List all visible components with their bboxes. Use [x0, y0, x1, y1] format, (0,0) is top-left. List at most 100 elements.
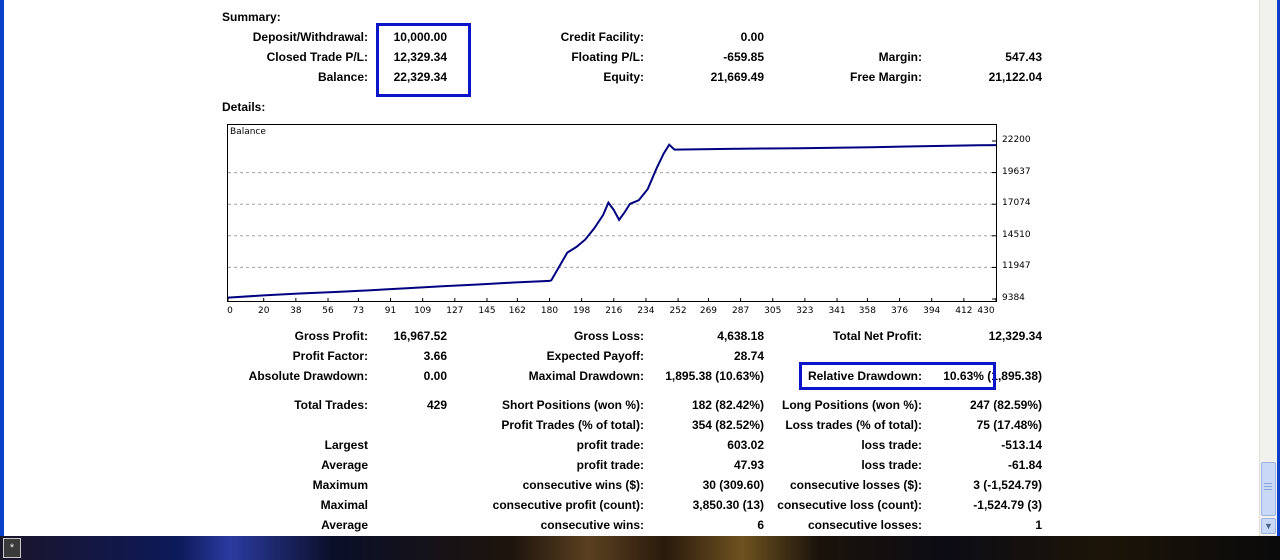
- chart-xtick-label: 20: [257, 306, 270, 316]
- chart-xtick-label: 180: [540, 306, 559, 316]
- chart-xtick-label: 0: [227, 306, 233, 316]
- window-frame-right: [1277, 0, 1280, 536]
- chart-ytick-label: 19637: [1002, 166, 1031, 177]
- chart-xtick-label: 216: [605, 306, 623, 316]
- avg-cons-losses-value: 1: [1035, 518, 1042, 532]
- highlight-box-relative-drawdown: [799, 362, 996, 390]
- largest-loss-label: loss trade:: [861, 438, 922, 452]
- balance-chart-svg: [228, 140, 996, 301]
- free-margin-value: 21,122.04: [988, 70, 1042, 84]
- taskbar-button[interactable]: *: [3, 538, 21, 558]
- details-heading: Details:: [222, 100, 266, 114]
- credit-facility-value: 0.00: [740, 30, 764, 44]
- chart-xtick-label: 198: [573, 306, 591, 316]
- floating-pl-value: -659.85: [723, 50, 764, 64]
- scrollbar-grip-line: [1264, 483, 1272, 484]
- profit-factor-label: Profit Factor:: [292, 349, 368, 363]
- maximum-label: Maximum: [312, 478, 368, 492]
- maximal-cons-loss-value: -1,524.79 (3): [973, 498, 1042, 512]
- max-cons-wins-label: consecutive wins ($):: [522, 478, 644, 492]
- gross-profit-label: Gross Profit:: [294, 329, 368, 343]
- scroll-down-arrow-icon[interactable]: ▼: [1261, 518, 1276, 534]
- balance-value: 22,329.34: [393, 70, 447, 84]
- chart-xtick-label: 162: [508, 306, 526, 316]
- window-frame-left: [0, 0, 4, 536]
- closed-pl-value: 12,329.34: [393, 50, 447, 64]
- taskbar-wallpaper: [0, 536, 1280, 560]
- maximal-cons-profit-value: 3,850.30 (13): [692, 498, 764, 512]
- chart-xtick-label: 394: [923, 306, 941, 316]
- gross-loss-label: Gross Loss:: [573, 329, 644, 343]
- margin-label: Margin:: [878, 50, 922, 64]
- maximal-drawdown-value: 1,895.38 (10.63%): [665, 369, 764, 383]
- expected-payoff-value: 28.74: [733, 349, 764, 363]
- short-positions-value: 182 (82.42%): [691, 398, 764, 412]
- max-cons-losses-value: 3 (-1,524.79): [973, 478, 1042, 492]
- maximal-cons-profit-label: consecutive profit (count):: [492, 498, 644, 512]
- average-profit-label: profit trade:: [576, 458, 644, 472]
- chart-xtick-label: 323: [796, 306, 814, 316]
- long-positions-label: Long Positions (won %):: [782, 398, 922, 412]
- chart-xtick-label: 305: [764, 306, 782, 316]
- free-margin-label: Free Margin:: [849, 70, 922, 84]
- balance-label: Balance:: [317, 70, 368, 84]
- chart-ytick-label: 11947: [1002, 261, 1031, 272]
- maximal-cons-loss-label: consecutive loss (count):: [777, 498, 922, 512]
- avg-cons-wins-value: 6: [757, 518, 764, 532]
- short-positions-label: Short Positions (won %):: [502, 398, 644, 412]
- maximal-drawdown-label: Maximal Drawdown:: [528, 369, 644, 383]
- loss-trades-label: Loss trades (% of total):: [785, 418, 922, 432]
- chart-xtick-label: 38: [290, 306, 302, 316]
- profit-trades-value: 354 (82.52%): [691, 418, 764, 432]
- equity-value: 21,669.49: [710, 70, 764, 84]
- summary-heading: Summary:: [222, 10, 281, 24]
- chart-xtick-label: 341: [828, 306, 846, 316]
- average-consecutive-label: Average: [321, 518, 368, 532]
- chart-xtick-label: 269: [699, 306, 718, 316]
- chart-ytick-label: 17074: [1002, 198, 1031, 209]
- relative-drawdown-label: Relative Drawdown:: [807, 369, 922, 383]
- total-net-profit-value: 12,329.34: [988, 329, 1042, 343]
- chart-xtick-label: 234: [637, 306, 655, 316]
- chart-xtick-label: 376: [890, 306, 909, 316]
- chart-xtick-label: 91: [384, 306, 397, 316]
- absolute-drawdown-value: 0.00: [423, 369, 447, 383]
- chart-xtick-label: 430: [977, 306, 995, 316]
- chart-ytick-label: 9384: [1002, 293, 1025, 303]
- avg-cons-losses-label: consecutive losses:: [807, 518, 922, 532]
- margin-value: 547.43: [1005, 50, 1042, 64]
- largest-label: Largest: [324, 438, 368, 452]
- largest-profit-label: profit trade:: [576, 438, 644, 452]
- profit-factor-value: 3.66: [423, 349, 447, 363]
- max-cons-losses-label: consecutive losses ($):: [789, 478, 922, 492]
- closed-pl-label: Closed Trade P/L:: [266, 50, 368, 64]
- total-trades-value: 429: [426, 398, 447, 412]
- expected-payoff-label: Expected Payoff:: [546, 349, 644, 363]
- relative-drawdown-value: 10.63% (1,895.38): [943, 369, 1042, 383]
- absolute-drawdown-label: Absolute Drawdown:: [248, 369, 368, 383]
- highlight-box-summary: [376, 23, 471, 97]
- max-cons-wins-value: 30 (309.60): [702, 478, 764, 492]
- vertical-scrollbar[interactable]: [1259, 0, 1277, 536]
- average-label: Average: [321, 458, 368, 472]
- largest-profit-value: 603.02: [727, 438, 764, 452]
- chart-xtick-label: 127: [446, 306, 464, 316]
- chart-ytick-label: 22200: [1002, 135, 1031, 145]
- maximal-label: Maximal: [320, 498, 368, 512]
- chart-xtick-label: 358: [858, 306, 876, 316]
- floating-pl-label: Floating P/L:: [571, 50, 644, 64]
- balance-chart: Balance: [227, 124, 997, 302]
- gross-profit-value: 16,967.52: [393, 329, 447, 343]
- loss-trades-value: 75 (17.48%): [976, 418, 1042, 432]
- chart-xtick-label: 252: [669, 306, 687, 316]
- avg-cons-wins-label: consecutive wins:: [540, 518, 644, 532]
- scrollbar-grip-line: [1264, 489, 1272, 490]
- chart-xtick-label: 109: [414, 306, 432, 316]
- equity-label: Equity:: [603, 70, 644, 84]
- chart-ytick-label: 14510: [1002, 229, 1031, 240]
- scrollbar-grip-line: [1264, 486, 1272, 487]
- total-trades-label: Total Trades:: [294, 398, 368, 412]
- chart-series-line: [228, 143, 996, 299]
- gross-loss-value: 4,638.18: [717, 329, 764, 343]
- deposit-label: Deposit/Withdrawal:: [252, 30, 368, 44]
